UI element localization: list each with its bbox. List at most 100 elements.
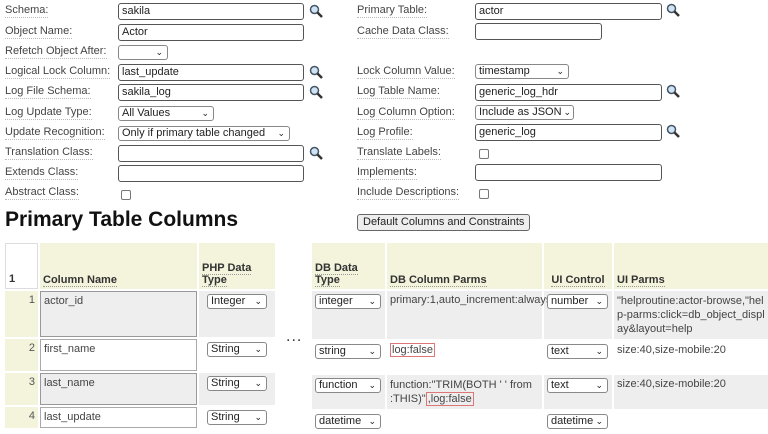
- log-table-name-input[interactable]: generic_log_hdr: [475, 84, 662, 101]
- db-type-select[interactable]: datetime ⌄: [315, 414, 381, 429]
- extends-class-label: Extends Class:: [5, 166, 79, 180]
- primary-table-label: Primary Table:: [357, 4, 428, 18]
- translation-class-input[interactable]: [118, 145, 304, 162]
- search-icon[interactable]: [309, 85, 323, 99]
- db-type-select[interactable]: string ⌄: [315, 344, 381, 359]
- php-type-select[interactable]: Integer ⌄: [207, 294, 267, 309]
- search-icon[interactable]: [309, 65, 323, 79]
- column-name-input[interactable]: last_update: [40, 407, 197, 428]
- ui-control-select[interactable]: number ⌄: [547, 294, 608, 309]
- log-profile-label: Log Profile:: [357, 126, 413, 140]
- db-column-parms-field[interactable]: primary:1,auto_increment:always: [387, 291, 551, 339]
- translation-class-label: Translation Class:: [5, 146, 93, 160]
- implements-input[interactable]: [475, 164, 662, 181]
- table-row: 4 last_update String ⌄: [5, 407, 275, 428]
- columns-table-right: DB Data Type DB Column Parms UI Control …: [310, 241, 768, 434]
- chevron-down-icon: ⌄: [254, 296, 262, 306]
- log-profile-input[interactable]: generic_log: [475, 124, 662, 141]
- chevron-down-icon: ⌄: [368, 380, 376, 390]
- schema-label: Schema:: [5, 4, 49, 18]
- update-recognition-select[interactable]: Only if primary table changed ⌄: [118, 126, 290, 141]
- ui-control-select[interactable]: text ⌄: [547, 378, 608, 393]
- log-update-type-label: Log Update Type:: [5, 106, 92, 120]
- primary-table-input[interactable]: actor: [475, 3, 662, 20]
- column-name-input[interactable]: actor_id: [40, 291, 197, 337]
- table-row: integer ⌄ primary:1,auto_increment:always…: [312, 291, 768, 339]
- translate-labels-checkbox[interactable]: [479, 149, 489, 159]
- header-column-name[interactable]: Column Name: [40, 243, 197, 289]
- php-type-select[interactable]: String ⌄: [207, 376, 267, 391]
- header-db-column-parms[interactable]: DB Column Parms: [387, 243, 542, 289]
- cache-data-class-label: Cache Data Class:: [357, 25, 449, 39]
- ui-control-select[interactable]: text ⌄: [547, 344, 608, 359]
- log-update-type-value: All Values: [122, 107, 171, 119]
- log-table-name-label: Log Table Name:: [357, 85, 440, 99]
- table-row: 3 last_name String ⌄: [5, 373, 275, 405]
- db-column-parms-field[interactable]: log:false: [387, 341, 542, 373]
- db-column-parms-field[interactable]: [387, 411, 542, 432]
- db-column-parms-highlight: log:false: [390, 343, 435, 357]
- chevron-down-icon: ⌄: [155, 47, 163, 57]
- log-file-schema-input[interactable]: sakila_log: [118, 84, 304, 101]
- table-row: 2 first_name String ⌄: [5, 339, 275, 371]
- table-row: string ⌄ log:false text ⌄ size:40,size-mob…: [312, 341, 768, 373]
- php-type-select[interactable]: String ⌄: [207, 342, 267, 357]
- header-php-data-type[interactable]: PHP Data Type: [199, 243, 275, 289]
- chevron-down-icon: ⌄: [254, 344, 262, 354]
- chevron-down-icon: ⌄: [595, 416, 603, 426]
- chevron-down-icon: ⌄: [595, 346, 603, 356]
- search-icon[interactable]: [666, 3, 680, 17]
- header-ui-parms[interactable]: UI Parms: [614, 243, 768, 289]
- chevron-down-icon: ⌄: [368, 296, 376, 306]
- update-recognition-value: Only if primary table changed: [122, 127, 266, 139]
- refetch-object-select[interactable]: ⌄: [118, 45, 168, 60]
- translate-labels-label: Translate Labels:: [357, 146, 441, 160]
- extends-class-input[interactable]: [118, 165, 304, 182]
- log-update-type-select[interactable]: All Values ⌄: [118, 106, 214, 121]
- column-name-input[interactable]: last_name: [40, 373, 197, 405]
- search-icon[interactable]: [309, 146, 323, 160]
- section-title: Primary Table Columns: [5, 208, 239, 231]
- abstract-class-checkbox[interactable]: [121, 190, 131, 200]
- include-descriptions-checkbox[interactable]: [479, 189, 489, 199]
- header-ui-control[interactable]: UI Control: [544, 243, 612, 289]
- ui-parms-field[interactable]: [614, 411, 768, 432]
- chevron-down-icon: ⌄: [556, 66, 564, 76]
- ui-control-select[interactable]: datetime ⌄: [547, 414, 608, 429]
- logical-lock-column-label: Logical Lock Column:: [5, 65, 111, 79]
- search-icon[interactable]: [666, 124, 680, 138]
- header-db-data-type[interactable]: DB Data Type: [312, 243, 385, 289]
- logical-lock-column-input[interactable]: last_update: [118, 64, 304, 81]
- chevron-down-icon: ⌄: [277, 128, 285, 138]
- chevron-down-icon: ⌄: [254, 378, 262, 388]
- schema-input[interactable]: sakila: [118, 3, 304, 20]
- column-name-input[interactable]: first_name: [40, 339, 197, 371]
- chevron-down-icon: ⌄: [254, 412, 262, 422]
- implements-label: Implements:: [357, 166, 417, 180]
- table-row: function ⌄ function:"TRIM(BOTH ' ' from :…: [312, 375, 768, 409]
- default-columns-button[interactable]: Default Columns and Constraints: [357, 214, 531, 231]
- php-type-select[interactable]: String ⌄: [207, 410, 267, 425]
- hidden-columns-ellipsis[interactable]: ...: [286, 328, 303, 345]
- ui-parms-field[interactable]: size:40,size-mobile:20: [614, 341, 768, 373]
- cache-data-class-input[interactable]: [475, 23, 602, 40]
- chevron-down-icon: ⌄: [595, 380, 603, 390]
- object-name-label: Object Name:: [5, 25, 73, 39]
- db-type-select[interactable]: integer ⌄: [315, 294, 381, 309]
- chevron-down-icon: ⌄: [201, 108, 209, 118]
- ui-parms-field[interactable]: size:40,size-mobile:20: [614, 375, 768, 409]
- db-column-parms-field[interactable]: function:"TRIM(BOTH ' ' from :THIS)" ,log…: [387, 375, 542, 409]
- search-icon[interactable]: [666, 84, 680, 98]
- db-column-parms-highlight: ,log:false: [425, 392, 474, 406]
- ui-parms-field[interactable]: "helproutine:actor-browse,"help-parms:cl…: [614, 291, 768, 339]
- search-icon[interactable]: [309, 4, 323, 18]
- chevron-down-icon: ⌄: [368, 416, 376, 426]
- lock-column-value-value: timestamp: [479, 65, 530, 77]
- update-recognition-label: Update Recognition:: [5, 126, 105, 140]
- object-name-input[interactable]: Actor: [118, 24, 304, 41]
- chevron-down-icon: ⌄: [595, 296, 603, 306]
- lock-column-value-select[interactable]: timestamp ⌄: [475, 64, 569, 79]
- db-type-select[interactable]: function ⌄: [315, 378, 381, 393]
- abstract-class-label: Abstract Class:: [5, 186, 79, 200]
- log-column-option-select[interactable]: Include as JSON ⌄: [475, 105, 574, 120]
